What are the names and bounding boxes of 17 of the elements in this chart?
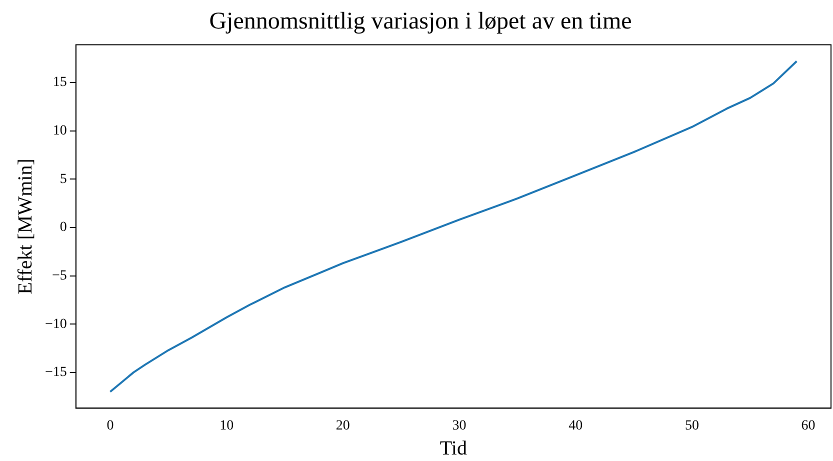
y-tick-label: 0 <box>60 220 67 236</box>
y-tick-label: 5 <box>60 172 67 187</box>
y-tick-label: −10 <box>44 316 67 332</box>
y-tick-label: 10 <box>52 123 67 138</box>
x-tick-label: 0 <box>106 418 114 434</box>
x-tick-label: 60 <box>801 418 816 434</box>
x-axis-title: Tid <box>440 437 467 460</box>
x-tick-label: 20 <box>336 418 350 434</box>
x-tick-label: 10 <box>220 418 234 434</box>
y-tick-label: −15 <box>44 365 67 380</box>
x-tick-label: 30 <box>452 418 466 434</box>
y-tick-label: −5 <box>52 268 67 284</box>
y-axis-title: Effekt [MWmin] <box>14 158 36 294</box>
y-tick-label: 15 <box>52 75 67 90</box>
x-tick-label: 40 <box>568 418 583 434</box>
chart-title: Gjennomsnittlig variasjon i løpet av en time <box>209 8 632 35</box>
x-tick-label: 50 <box>684 418 699 434</box>
